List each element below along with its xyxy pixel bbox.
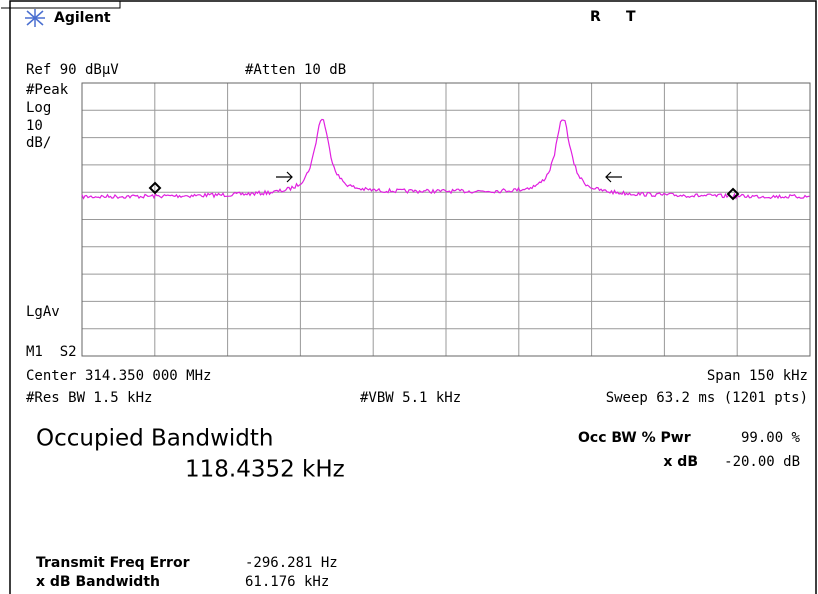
result-value: 118.4352 kHz [185, 457, 345, 483]
sweep: Sweep 63.2 ms (1201 pts) [606, 390, 808, 406]
side-label: dB/ [26, 135, 51, 151]
center: Center 314.350 000 MHz [26, 368, 211, 384]
occ-value: 99.00 % [741, 430, 801, 446]
side-label: 10 [26, 118, 43, 134]
trace [81, 118, 810, 200]
row-label: x dB Bandwidth [36, 574, 160, 590]
arrows [276, 171, 622, 183]
side-label: M1 S2 [26, 344, 77, 360]
occ-label: Occ BW % Pwr [578, 430, 691, 446]
atten: #Atten 10 dB [245, 62, 346, 78]
frame [9, 0, 817, 594]
side-label: #Peak [26, 82, 69, 98]
logo [25, 9, 45, 27]
markers [148, 181, 740, 201]
xdb-value: -20.00 dB [724, 454, 800, 470]
brand: Agilent [54, 10, 111, 26]
result-title: Occupied Bandwidth [36, 426, 273, 452]
status: R [590, 9, 601, 25]
corner [1, 1, 121, 9]
ref-level: Ref 90 dBµV [26, 62, 119, 78]
row-value: 61.176 kHz [245, 574, 329, 590]
res-bw: #Res BW 1.5 kHz [26, 390, 152, 406]
vbw: #VBW 5.1 kHz [360, 390, 461, 406]
span: Span 150 kHz [707, 368, 808, 384]
row-label: Transmit Freq Error [36, 555, 190, 571]
grid [82, 83, 810, 356]
side-label: LgAv [26, 304, 60, 320]
graticule [81, 82, 811, 357]
xdb-label: x dB [663, 454, 698, 470]
side-label: Log [26, 100, 51, 116]
status: T [626, 9, 636, 25]
row-value: -296.281 Hz [245, 555, 338, 571]
